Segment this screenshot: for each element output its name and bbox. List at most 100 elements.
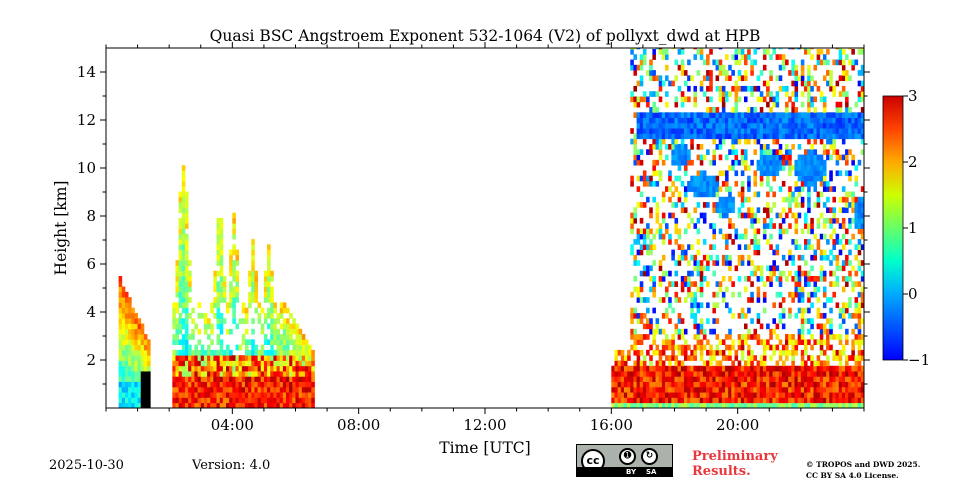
heatmap-cell <box>816 159 821 166</box>
heatmap-cell <box>646 334 650 340</box>
heatmap-cell <box>851 217 855 224</box>
heatmap-cell <box>241 381 246 388</box>
heatmap-cell <box>248 349 252 356</box>
heatmap-cell <box>646 297 650 303</box>
heatmap-cell <box>775 149 780 155</box>
heatmap-cell <box>769 402 773 408</box>
heatmap-cell <box>737 312 742 319</box>
heatmap-cell <box>188 270 192 277</box>
heatmap-cell <box>308 371 312 377</box>
heatmap-cell <box>810 402 814 408</box>
heatmap-cell <box>712 318 716 324</box>
heatmap-cell <box>734 154 739 161</box>
heatmap-cell <box>655 212 660 219</box>
heatmap-cell <box>822 175 827 182</box>
heatmap-cell <box>841 64 846 71</box>
heatmap-cell <box>807 397 811 404</box>
heatmap-cell <box>785 260 789 266</box>
heatmap-cell <box>822 128 827 134</box>
heatmap-cell <box>826 334 830 340</box>
heatmap-cell <box>690 112 694 118</box>
heatmap-cell <box>181 170 186 177</box>
heatmap-cell <box>835 260 840 266</box>
heatmap-cell <box>854 312 859 319</box>
heatmap-cell <box>737 402 742 408</box>
heatmap-cell <box>715 260 720 266</box>
heatmap-cell <box>737 133 742 140</box>
heatmap-cell <box>298 334 303 340</box>
heatmap-cell <box>728 223 732 229</box>
heatmap-cell <box>683 144 688 150</box>
heatmap-cell <box>655 128 660 134</box>
heatmap-cell <box>276 312 281 319</box>
heatmap-cell <box>232 228 236 235</box>
heatmap-cell <box>699 175 704 182</box>
heatmap-cell <box>611 392 615 398</box>
heatmap-cell <box>282 386 287 393</box>
heatmap-cell <box>178 239 183 245</box>
heatmap-cell <box>235 365 240 372</box>
heatmap-cell <box>709 117 713 124</box>
heatmap-cell <box>690 365 694 372</box>
heatmap-cell <box>140 392 145 398</box>
heatmap-cell <box>191 318 195 324</box>
heatmap-cell <box>658 371 663 377</box>
heatmap-cell <box>655 217 660 224</box>
heatmap-cell <box>816 112 821 118</box>
heatmap-cell <box>134 397 138 404</box>
heatmap-cell <box>747 344 751 351</box>
heatmap-cell <box>785 397 789 404</box>
heatmap-cell <box>683 186 688 192</box>
heatmap-cell <box>759 149 764 155</box>
heatmap-cell <box>854 112 859 118</box>
heatmap-cell <box>696 344 701 351</box>
heatmap-cell <box>304 360 309 367</box>
heatmap-cell <box>693 318 698 324</box>
heatmap-cell <box>800 397 805 404</box>
heatmap-cell <box>854 117 859 124</box>
heatmap-cell <box>731 112 735 118</box>
heatmap-cell <box>829 402 833 408</box>
heatmap-cell <box>649 128 653 134</box>
heatmap-cell <box>295 349 300 356</box>
heatmap-cell <box>740 260 745 266</box>
heatmap-cell <box>263 312 268 319</box>
heatmap-cell <box>854 307 859 314</box>
heatmap-cell <box>646 376 650 382</box>
heatmap-cell <box>721 392 726 398</box>
heatmap-cell <box>728 260 732 266</box>
heatmap-cell <box>747 138 751 145</box>
heatmap-cell <box>693 101 698 108</box>
heatmap-cell <box>803 397 808 404</box>
heatmap-cell <box>674 122 679 129</box>
heatmap-cell <box>197 328 202 335</box>
heatmap-cell <box>762 233 767 240</box>
heatmap-cell <box>857 397 862 404</box>
heatmap-cell <box>794 96 799 103</box>
heatmap-cell <box>775 91 780 97</box>
heatmap-cell <box>665 392 669 398</box>
heatmap-cell <box>854 402 859 408</box>
heatmap-cell <box>216 307 221 314</box>
heatmap-cell <box>826 154 830 161</box>
heatmap-cell <box>737 360 742 367</box>
heatmap-cell <box>725 376 729 382</box>
heatmap-cell <box>800 128 805 134</box>
heatmap-cell <box>270 349 274 356</box>
heatmap-cell <box>203 371 208 377</box>
heatmap-cell <box>816 365 821 372</box>
heatmap-cell <box>226 365 230 372</box>
heatmap-cell <box>734 349 739 356</box>
heatmap-cell <box>222 349 227 356</box>
heatmap-cell <box>803 276 808 282</box>
heatmap-cell <box>248 339 252 346</box>
heatmap-cell <box>769 70 773 76</box>
heatmap-cell <box>611 381 615 388</box>
heatmap-cell <box>750 212 754 219</box>
heatmap-cell <box>680 202 685 208</box>
heatmap-cell <box>219 402 224 408</box>
heatmap-cell <box>813 360 818 367</box>
heatmap-cell <box>712 386 716 393</box>
heatmap-cell <box>829 112 833 118</box>
heatmap-cell <box>813 202 818 208</box>
